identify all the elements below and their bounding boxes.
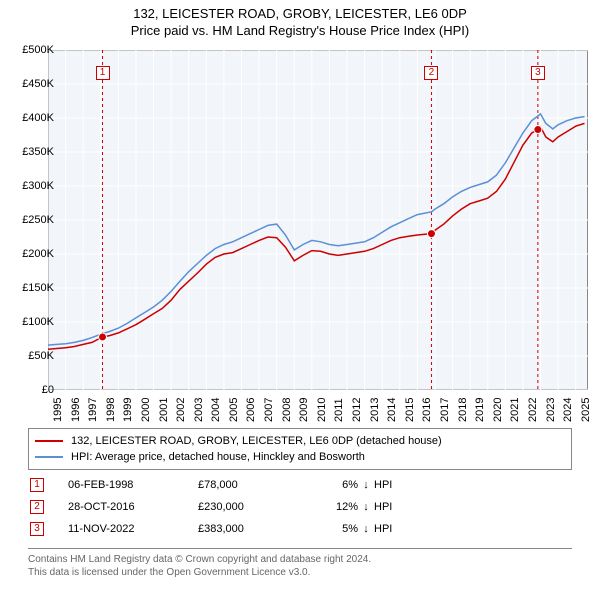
legend-swatch-price-paid [35, 440, 63, 442]
y-axis-tick-label: £350K [22, 146, 54, 158]
x-axis-tick-label: 2015 [404, 398, 416, 422]
x-axis-tick-label: 2018 [457, 398, 469, 422]
footer-attribution: Contains HM Land Registry data © Crown c… [28, 548, 572, 579]
x-axis-tick-label: 1999 [122, 398, 134, 422]
x-axis-tick-label: 1996 [70, 398, 82, 422]
y-axis-tick-label: £200K [22, 248, 54, 260]
x-axis-tick-label: 2002 [175, 398, 187, 422]
footer-line1: Contains HM Land Registry data © Crown c… [28, 553, 572, 566]
transaction-price: £383,000 [198, 523, 308, 535]
legend-label-hpi: HPI: Average price, detached house, Hinc… [71, 451, 365, 463]
footer-line2: This data is licensed under the Open Gov… [28, 566, 572, 579]
chart-svg [48, 50, 588, 390]
transactions-table: 106-FEB-1998£78,0006%↓HPI228-OCT-2016£23… [28, 474, 572, 540]
x-axis-tick-label: 2017 [439, 398, 451, 422]
arrow-down-icon: ↓ [358, 523, 374, 535]
x-axis-tick-label: 2020 [492, 398, 504, 422]
chart-title-address: 132, LEICESTER ROAD, GROBY, LEICESTER, L… [0, 6, 600, 21]
x-axis-tick-label: 2006 [245, 398, 257, 422]
chart-event-marker: 2 [424, 66, 438, 80]
legend-swatch-hpi [35, 456, 63, 458]
transaction-row: 1 06-FEB-1998£78,0006%↓HPI [28, 474, 572, 496]
transaction-date: 28-OCT-2016 [68, 501, 198, 513]
x-axis-tick-label: 2005 [228, 398, 240, 422]
legend-label-price-paid: 132, LEICESTER ROAD, GROBY, LEICESTER, L… [71, 435, 442, 447]
x-axis-tick-label: 2013 [369, 398, 381, 422]
y-axis-tick-label: £500K [22, 44, 54, 56]
x-axis-tick-label: 2016 [421, 398, 433, 422]
transaction-price: £230,000 [198, 501, 308, 513]
x-axis-tick-label: 2000 [140, 398, 152, 422]
arrow-down-icon: ↓ [358, 479, 374, 491]
transaction-date: 11-NOV-2022 [68, 523, 198, 535]
legend-item-price-paid: 132, LEICESTER ROAD, GROBY, LEICESTER, L… [35, 433, 565, 449]
y-axis-tick-label: £100K [22, 316, 54, 328]
x-axis-tick-label: 2012 [351, 398, 363, 422]
x-axis-tick-label: 2008 [281, 398, 293, 422]
arrow-down-icon: ↓ [358, 501, 374, 513]
transaction-row: 2 28-OCT-2016£230,00012%↓HPI [28, 496, 572, 518]
transaction-hpi-label: HPI [374, 501, 414, 513]
x-axis-tick-label: 2019 [474, 398, 486, 422]
x-axis-tick-label: 2024 [562, 398, 574, 422]
legend-item-hpi: HPI: Average price, detached house, Hinc… [35, 449, 565, 465]
transaction-price: £78,000 [198, 479, 308, 491]
x-axis-tick-label: 1997 [87, 398, 99, 422]
legend: 132, LEICESTER ROAD, GROBY, LEICESTER, L… [28, 428, 572, 470]
chart-plot-area [48, 50, 588, 390]
transaction-marker: 3 [30, 522, 44, 536]
chart-event-marker: 3 [531, 66, 545, 80]
x-axis-tick-label: 2025 [580, 398, 592, 422]
transaction-marker: 1 [30, 478, 44, 492]
x-axis-tick-label: 2021 [509, 398, 521, 422]
transaction-marker: 2 [30, 500, 44, 514]
chart-event-marker: 1 [96, 66, 110, 80]
y-axis-tick-label: £450K [22, 78, 54, 90]
x-axis-tick-label: 2011 [333, 398, 345, 422]
x-axis-tick-label: 2003 [193, 398, 205, 422]
x-axis-tick-label: 2014 [386, 398, 398, 422]
x-axis-tick-label: 2007 [263, 398, 275, 422]
x-axis-tick-label: 2010 [316, 398, 328, 422]
x-axis-tick-label: 2022 [527, 398, 539, 422]
y-axis-tick-label: £50K [28, 350, 54, 362]
transaction-pct: 12% [308, 501, 358, 513]
x-axis-tick-label: 2023 [545, 398, 557, 422]
y-axis-tick-label: £150K [22, 282, 54, 294]
chart-title-sub: Price paid vs. HM Land Registry's House … [0, 23, 600, 38]
x-axis-tick-label: 1995 [52, 398, 64, 422]
transaction-hpi-label: HPI [374, 523, 414, 535]
transaction-pct: 5% [308, 523, 358, 535]
y-axis-tick-label: £250K [22, 214, 54, 226]
transaction-pct: 6% [308, 479, 358, 491]
transaction-hpi-label: HPI [374, 479, 414, 491]
transaction-date: 06-FEB-1998 [68, 479, 198, 491]
y-axis-tick-label: £400K [22, 112, 54, 124]
y-axis-tick-label: £0 [42, 384, 54, 396]
x-axis-tick-label: 2001 [158, 398, 170, 422]
y-axis-tick-label: £300K [22, 180, 54, 192]
x-axis-tick-label: 1998 [105, 398, 117, 422]
transaction-row: 3 11-NOV-2022£383,0005%↓HPI [28, 518, 572, 540]
x-axis-tick-label: 2009 [298, 398, 310, 422]
x-axis-tick-label: 2004 [210, 398, 222, 422]
